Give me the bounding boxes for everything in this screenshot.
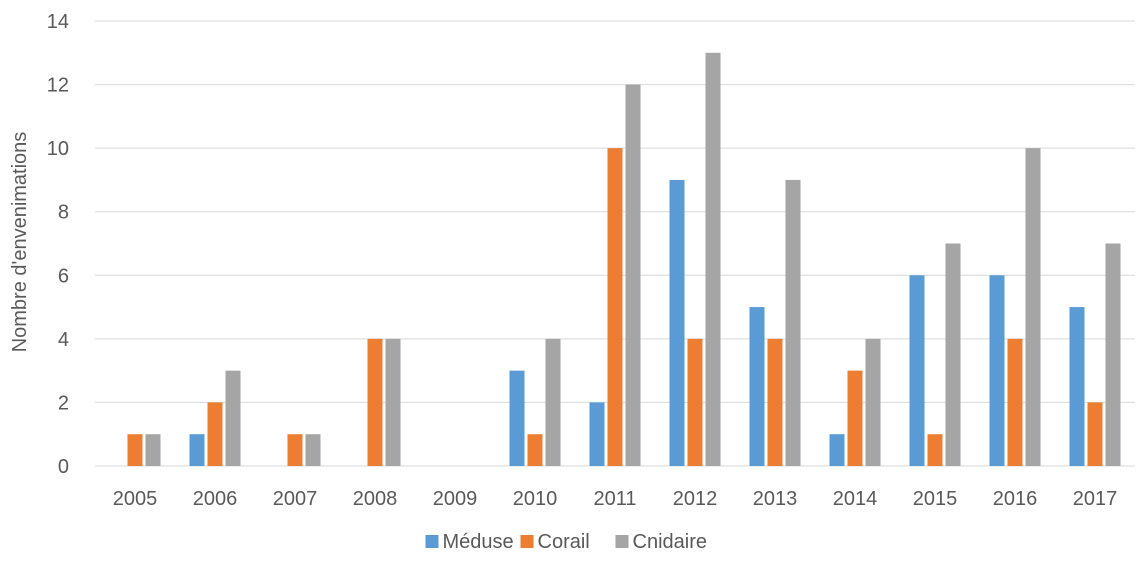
bar-cnidaire-2007 bbox=[305, 434, 321, 466]
bar-corail-2013 bbox=[767, 338, 783, 466]
x-tick-label: 2009 bbox=[433, 488, 478, 510]
x-tick-label: 2007 bbox=[273, 488, 318, 510]
y-tick-label: 6 bbox=[58, 265, 69, 287]
x-tick-label: 2014 bbox=[833, 488, 878, 510]
x-tick-label: 2011 bbox=[593, 488, 636, 510]
x-axis-ticks: 2005 2006 2007 2008 2009 2010 2011 2012 2013 2014… bbox=[113, 488, 1118, 510]
y-tick-label: 2 bbox=[58, 392, 69, 414]
x-tick-label: 2006 bbox=[193, 488, 238, 510]
legend-label: Méduse bbox=[443, 531, 514, 553]
legend: Méduse Corail Cnidaire bbox=[425, 531, 707, 553]
y-tick-label: 14 bbox=[47, 11, 69, 33]
x-tick-label: 2016 bbox=[993, 488, 1038, 510]
bar-cnidaire-2016 bbox=[1025, 148, 1041, 466]
bar-corail-2011 bbox=[607, 148, 623, 466]
x-tick-label: 2013 bbox=[753, 488, 798, 510]
bar-meduse-2017 bbox=[1069, 307, 1085, 466]
legend-swatch bbox=[520, 535, 534, 548]
bar-corail-2007 bbox=[287, 434, 303, 466]
x-tick-label: 2008 bbox=[353, 488, 398, 510]
bar-cnidaire-2014 bbox=[865, 338, 881, 466]
bar-cnidaire-2008 bbox=[385, 338, 401, 466]
x-tick-label: 2017 bbox=[1073, 488, 1118, 510]
bar-meduse-2012 bbox=[669, 179, 685, 466]
bar-cnidaire-2015 bbox=[945, 243, 961, 466]
bar-meduse-2015 bbox=[909, 275, 925, 466]
bar-corail-2012 bbox=[687, 338, 703, 466]
x-tick-label: 2005 bbox=[113, 488, 158, 510]
bar-corail-2014 bbox=[847, 370, 863, 466]
legend-label: Corail bbox=[538, 531, 590, 553]
y-axis-ticks: 0 2 4 6 8 10 12 14 bbox=[47, 11, 69, 478]
x-tick-label: 2010 bbox=[513, 488, 558, 510]
bar-corail-2016 bbox=[1007, 338, 1023, 466]
bar-meduse-2014 bbox=[829, 434, 845, 466]
bar-cnidaire-2010 bbox=[545, 338, 561, 466]
bars bbox=[127, 52, 1121, 467]
x-tick-label: 2015 bbox=[913, 488, 958, 510]
y-tick-label: 10 bbox=[47, 138, 69, 160]
bar-corail-2010 bbox=[527, 434, 543, 466]
bar-cnidaire-2006 bbox=[225, 370, 241, 466]
bar-cnidaire-2005 bbox=[145, 434, 161, 466]
bar-meduse-2011 bbox=[589, 402, 605, 466]
y-axis-title: Nombre d'envenimations bbox=[9, 132, 31, 353]
bar-corail-2008 bbox=[367, 338, 383, 466]
legend-swatch bbox=[425, 535, 439, 548]
bar-cnidaire-2012 bbox=[705, 52, 721, 467]
x-tick-label: 2012 bbox=[673, 488, 718, 510]
legend-label: Cnidaire bbox=[633, 531, 707, 553]
y-tick-label: 8 bbox=[58, 202, 69, 224]
bar-cnidaire-2017 bbox=[1105, 243, 1121, 466]
bar-meduse-2010 bbox=[509, 370, 525, 466]
y-tick-label: 0 bbox=[58, 456, 69, 478]
bar-corail-2017 bbox=[1087, 402, 1103, 466]
bar-meduse-2006 bbox=[189, 434, 205, 466]
bar-meduse-2016 bbox=[989, 275, 1005, 466]
bar-cnidaire-2011 bbox=[625, 84, 641, 467]
bar-corail-2015 bbox=[927, 434, 943, 466]
bar-corail-2006 bbox=[207, 402, 223, 466]
bar-meduse-2013 bbox=[749, 307, 765, 466]
bar-corail-2005 bbox=[127, 434, 143, 466]
bar-cnidaire-2013 bbox=[785, 179, 801, 466]
y-tick-label: 4 bbox=[58, 329, 69, 351]
y-tick-label: 12 bbox=[47, 75, 69, 97]
legend-swatch bbox=[615, 535, 629, 548]
